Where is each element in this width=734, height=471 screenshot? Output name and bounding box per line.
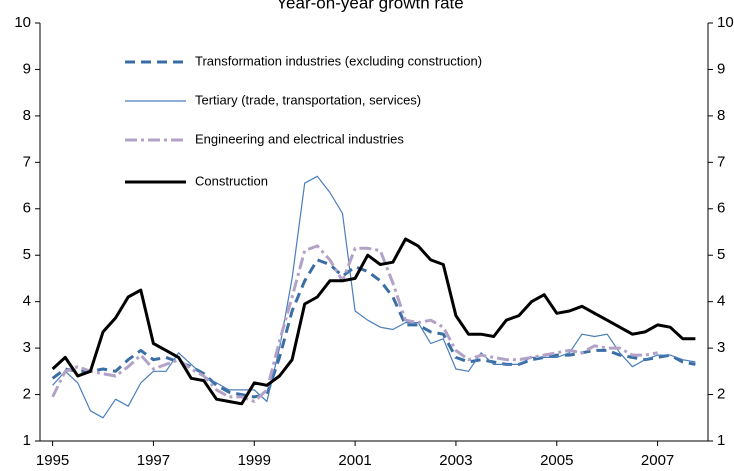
series-line (51, 244, 658, 403)
series-line (51, 258, 696, 399)
y-tick-label: 1 (23, 432, 31, 449)
y-tick-label: 4 (23, 293, 31, 310)
x-tick-label: 1999 (238, 452, 271, 469)
x-tick-label: 1995 (36, 452, 69, 469)
series-line (52, 175, 696, 419)
legend-label: Transformation industries (excluding con… (195, 53, 482, 68)
y-tick-label: 7 (23, 153, 31, 170)
legend-label: Engineering and electrical industries (195, 131, 404, 146)
series-line (51, 237, 696, 406)
y2-tick-label: 6 (717, 200, 725, 217)
x-tick-label: 2001 (338, 452, 371, 469)
x-tick-label: 2003 (439, 452, 472, 469)
x-tick-label: 2007 (641, 452, 674, 469)
legend-label: Construction (195, 173, 268, 188)
y2-tick-label: 8 (717, 107, 725, 124)
y2-tick-label: 7 (717, 153, 725, 170)
y2-tick-label: 1 (717, 432, 725, 449)
x-tick-label: 2005 (540, 452, 573, 469)
y2-tick-label: 9 (717, 60, 725, 77)
y-tick-label: 8 (23, 107, 31, 124)
y2-tick-label: 5 (717, 246, 725, 263)
y-tick-label: 6 (23, 200, 31, 217)
y-tick-label: 10 (14, 14, 31, 31)
y2-tick-label: 2 (717, 386, 725, 403)
legend-label: Tertiary (trade, transportation, service… (195, 92, 421, 107)
y-tick-label: 5 (23, 246, 31, 263)
y-tick-label: 3 (23, 339, 31, 356)
y2-tick-label: 4 (717, 293, 725, 310)
y2-tick-label: 3 (717, 339, 725, 356)
y-tick-label: 2 (23, 386, 31, 403)
y2-tick-label: 10 (717, 14, 734, 31)
x-tick-label: 1997 (137, 452, 170, 469)
chart-title: Year-on-year growth rate (276, 0, 463, 12)
y-tick-label: 9 (23, 60, 31, 77)
